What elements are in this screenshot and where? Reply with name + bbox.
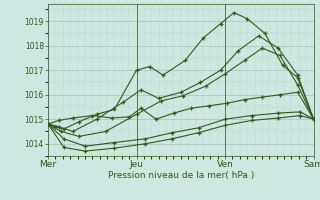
X-axis label: Pression niveau de la mer( hPa ): Pression niveau de la mer( hPa ) [108, 171, 254, 180]
